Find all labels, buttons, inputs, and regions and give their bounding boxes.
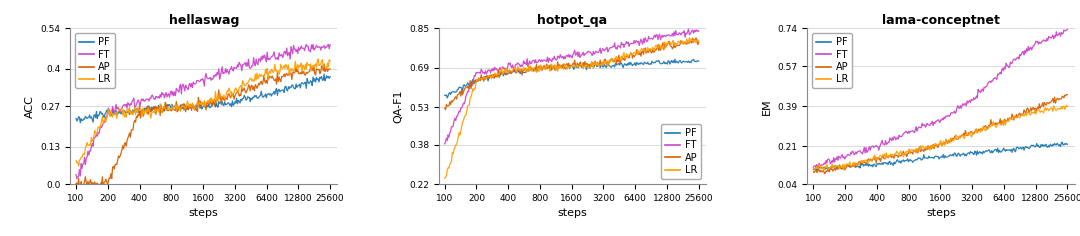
Legend: PF, FT, AP, LR: PF, FT, AP, LR (812, 33, 852, 88)
Y-axis label: QA-F1: QA-F1 (393, 89, 404, 123)
Title: hotpot_qa: hotpot_qa (538, 14, 607, 27)
X-axis label: steps: steps (927, 208, 956, 218)
Legend: PF, FT, AP, LR: PF, FT, AP, LR (661, 124, 701, 179)
X-axis label: steps: steps (557, 208, 588, 218)
Legend: PF, FT, AP, LR: PF, FT, AP, LR (76, 33, 114, 88)
Title: lama-conceptnet: lama-conceptnet (882, 14, 1000, 27)
Title: hellaswag: hellaswag (168, 14, 239, 27)
Y-axis label: EM: EM (762, 98, 772, 114)
Y-axis label: ACC: ACC (25, 95, 35, 118)
X-axis label: steps: steps (189, 208, 218, 218)
